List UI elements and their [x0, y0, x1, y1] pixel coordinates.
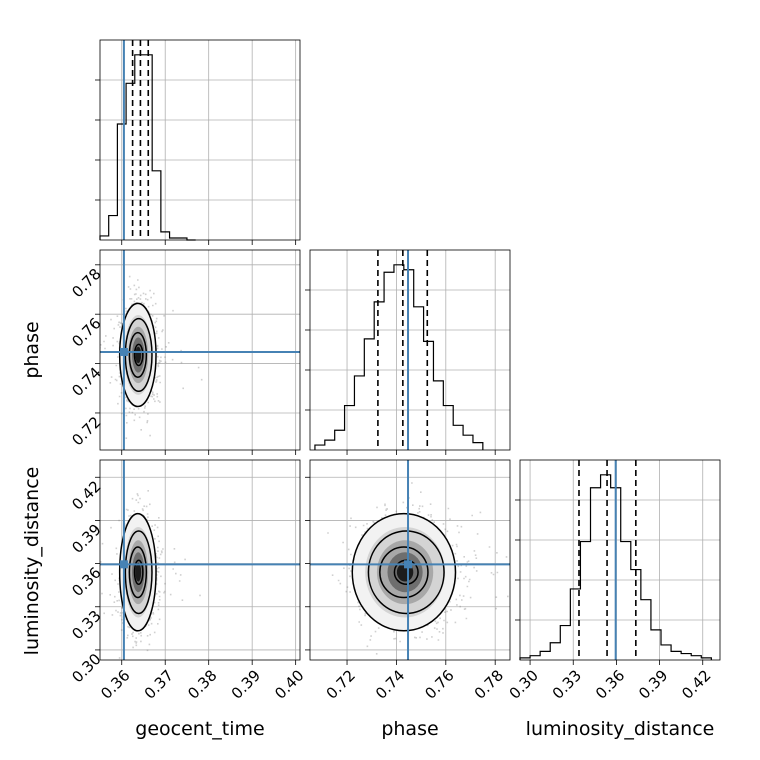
x-tick-label-3-4: 0.40	[271, 666, 307, 702]
x-axis-label-luminosity-distance: luminosity_distance	[526, 718, 715, 740]
y-axis-label-phase: phase	[21, 321, 43, 378]
scatter-geocent_time-luminosity_distance: 0.36 0.37 0.38 0.39 0.400.300.330.360.390.42	[68, 459, 308, 703]
contour-3-3	[133, 559, 144, 585]
panel-frame-2	[309, 249, 511, 451]
y-tick-label-1-1: 0.74	[68, 364, 104, 400]
histogram-phase	[305, 249, 511, 455]
x-tick-label-4-2: 0.76	[421, 666, 457, 702]
x-tick-label-5-4: 0.42	[678, 666, 714, 702]
contour-1-3	[133, 343, 144, 367]
panel-frame-0	[99, 39, 301, 241]
density-level-1-4	[135, 346, 142, 364]
contour-4-1	[367, 530, 445, 615]
y-tick-label-1-0: 0.72	[68, 413, 104, 449]
panel-frame-5	[519, 459, 721, 661]
histogram-step-phase	[314, 264, 484, 450]
panel-frame-4	[309, 459, 511, 661]
x-tick-label-5-0: 0.30	[506, 666, 542, 702]
x-tick-label-4-1: 0.74	[372, 666, 408, 702]
truth-marker-1	[119, 347, 128, 356]
density-3	[100, 460, 300, 660]
density-4	[310, 460, 510, 660]
x-tick-label-5-1: 0.33	[549, 666, 585, 702]
scatter-geocent_time-phase: 0.72 0.74 0.76 0.78	[68, 249, 301, 455]
y-tick-label-1-3: 0.78	[68, 265, 104, 301]
y-axis-label-luminosity-distance: luminosity_distance	[21, 467, 43, 656]
truth-marker-4	[404, 560, 413, 569]
y-tick-label-3-2: 0.36	[68, 564, 104, 600]
x-tick-label-5-3: 0.39	[635, 666, 671, 702]
y-tick-label-3-0: 0.30	[68, 650, 104, 686]
x-tick-label-4-3: 0.78	[471, 666, 507, 702]
truth-marker-3	[119, 560, 128, 569]
x-tick-label-3-3: 0.39	[228, 666, 264, 702]
scatter-phase-luminosity_distance: 0.72 0.74 0.76 0.78	[305, 459, 511, 703]
y-tick-label-3-3: 0.39	[68, 520, 104, 556]
histogram-luminosity_distance: 0.30 0.33 0.36 0.39 0.42	[506, 459, 721, 703]
contour-3-0	[118, 512, 157, 632]
contour-4-3	[393, 559, 419, 585]
contour-4-0	[351, 512, 457, 632]
x-tick-label-3-1: 0.37	[141, 666, 177, 702]
y-tick-label-1-2: 0.76	[68, 314, 104, 350]
contour-3-2	[128, 546, 148, 599]
y-tick-label-3-4: 0.42	[68, 477, 104, 513]
x-tick-label-5-2: 0.36	[592, 666, 628, 702]
contour-1-2	[128, 331, 148, 378]
y-tick-label-3-1: 0.33	[68, 607, 104, 643]
contour-4-2	[379, 546, 429, 599]
x-axis-label-phase: phase	[381, 718, 438, 740]
panel-frame-3	[99, 459, 301, 661]
density-level-3-4	[135, 562, 142, 582]
x-axis-label-geocent-time: geocent_time	[135, 718, 264, 740]
contour-1-0	[118, 302, 157, 408]
histogram-step-geocent_time	[99, 54, 196, 241]
x-tick-label-4-0: 0.72	[323, 666, 359, 702]
x-tick-label-3-0: 0.36	[97, 666, 133, 702]
panel-frame-1	[99, 249, 301, 451]
contour-3-1	[124, 530, 153, 615]
histogram-geocent_time	[95, 39, 301, 245]
x-tick-label-3-2: 0.38	[184, 666, 220, 702]
density-1	[100, 250, 300, 450]
